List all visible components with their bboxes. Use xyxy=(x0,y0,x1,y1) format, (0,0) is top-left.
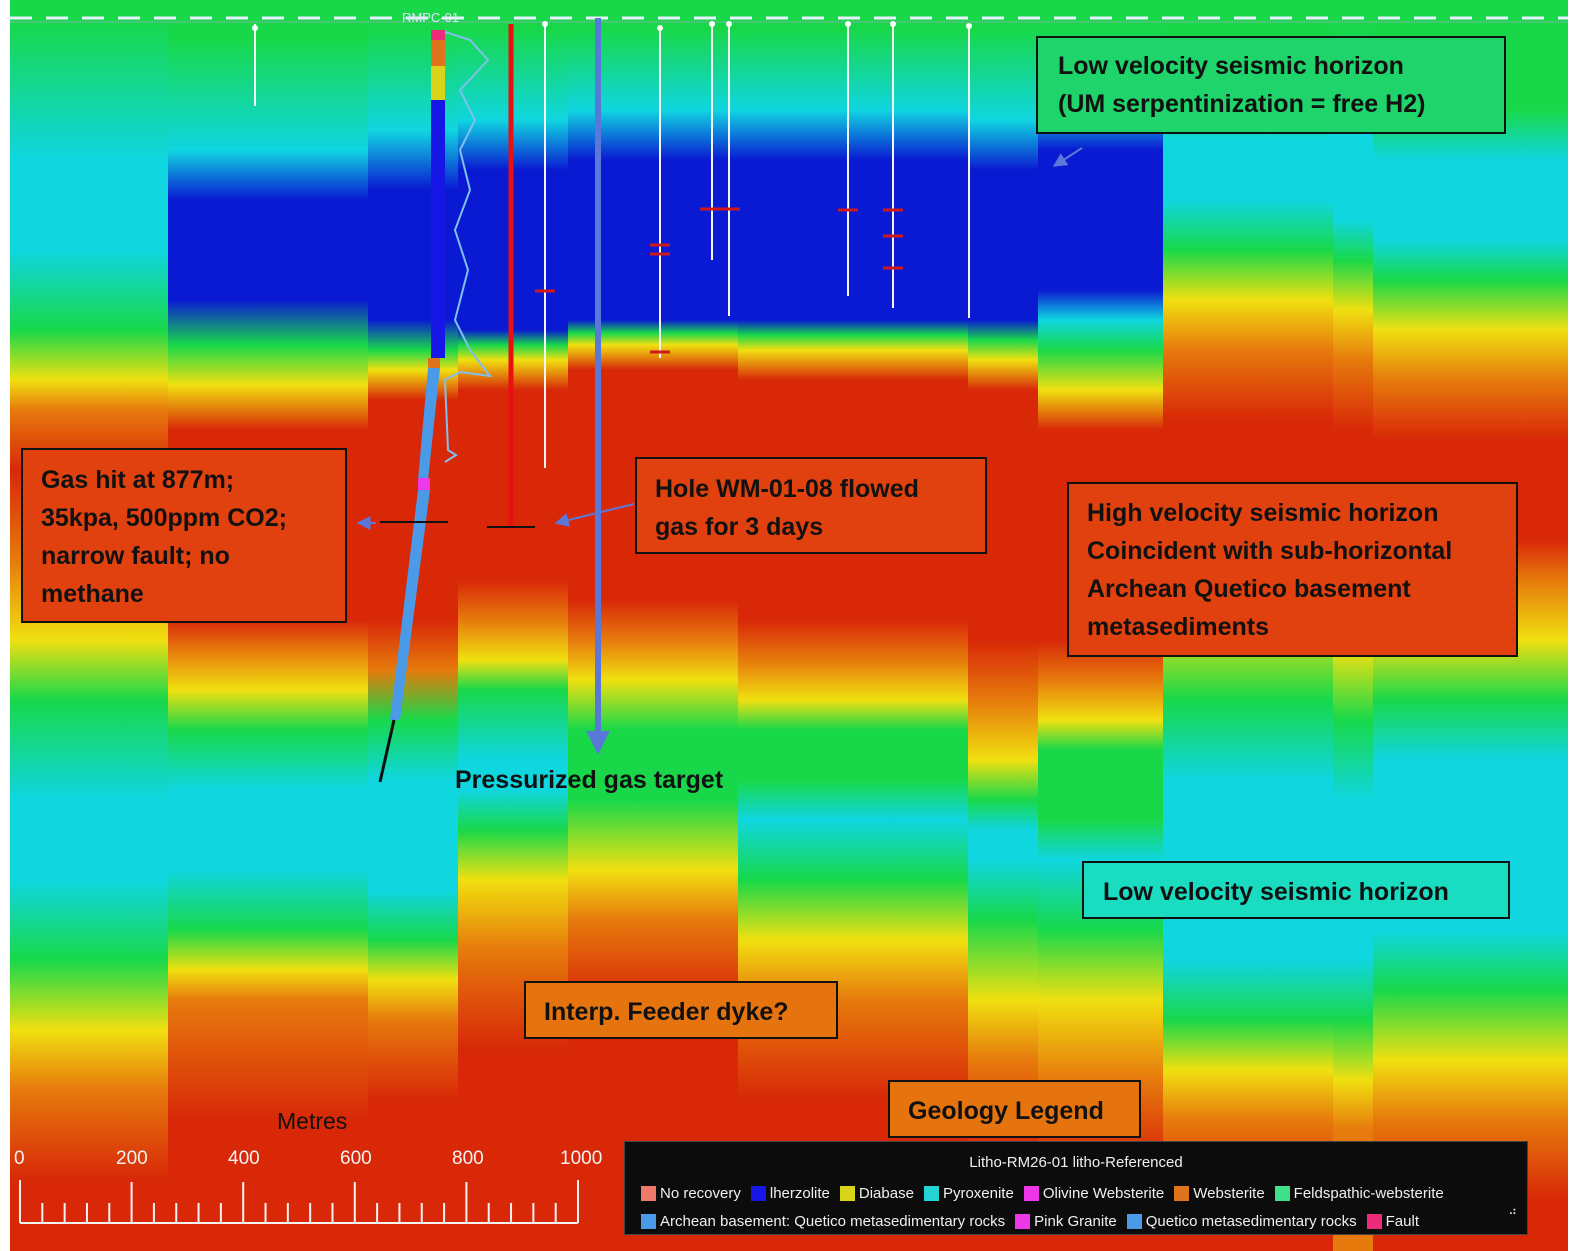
scale-unit: Metres xyxy=(277,1108,348,1134)
legend-label: Websterite xyxy=(1193,1185,1265,1202)
callout-line: metasediments xyxy=(1087,613,1270,641)
callout-low-velocity-bottom: Low velocity seismic horizon xyxy=(1082,861,1510,919)
legend-item: Diabase xyxy=(839,1185,914,1202)
scale-tick-label: 600 xyxy=(340,1148,372,1169)
callout-line: narrow fault; no xyxy=(41,542,230,570)
legend-item: Quetico metasedimentary rocks xyxy=(1126,1213,1357,1230)
callout-geology-legend: Geology Legend xyxy=(888,1080,1141,1138)
callout-line: Low velocity seismic horizon xyxy=(1058,52,1404,80)
assay-ticks xyxy=(535,207,903,354)
scale-tick-label: 800 xyxy=(452,1148,484,1169)
legend-row: Archean basement: Quetico metasedimentar… xyxy=(641,1213,1429,1230)
scale-tick-label: 0 xyxy=(14,1148,25,1169)
callout-line: 35kpa, 500ppm CO2; xyxy=(41,504,287,532)
legend-label: Pyroxenite xyxy=(942,1185,1014,1202)
callout-line: High velocity seismic horizon xyxy=(1087,499,1439,527)
legend-item: No recovery xyxy=(641,1185,741,1202)
legend-label: Quetico metasedimentary rocks xyxy=(1145,1213,1357,1230)
collar-label: RMPC-01 xyxy=(402,10,460,25)
legend-item: lherzolite xyxy=(750,1185,830,1202)
drillhole-traces xyxy=(254,22,970,468)
callout-gas-hit: Gas hit at 877m; 35kpa, 500ppm CO2; narr… xyxy=(21,448,347,623)
callout-line: (UM serpentinization = free H2) xyxy=(1058,90,1426,118)
callout-line: Low velocity seismic horizon xyxy=(1103,878,1449,906)
callout-line: methane xyxy=(41,580,144,608)
legend-item: Feldspathic-websterite xyxy=(1274,1185,1444,1202)
legend-label: Fault xyxy=(1385,1213,1419,1230)
legend-swatch xyxy=(750,1186,766,1201)
legend-title: Litho-RM26-01 litho-Referenced xyxy=(969,1154,1183,1171)
scale-tick-label: 200 xyxy=(116,1148,148,1169)
legend-label: Archean basement: Quetico metasedimentar… xyxy=(660,1213,1006,1230)
legend-swatch xyxy=(1126,1214,1142,1229)
callout-line: Coincident with sub-horizontal xyxy=(1087,537,1453,565)
scale-tick-label: 400 xyxy=(228,1148,260,1169)
legend-item: Pink Granite xyxy=(1015,1213,1117,1230)
callout-line: Archean Quetico basement xyxy=(1087,575,1411,603)
legend-swatch xyxy=(1023,1186,1039,1201)
legend-swatch xyxy=(839,1186,855,1201)
velocity-band xyxy=(968,0,1038,1251)
legend-label: Pink Granite xyxy=(1034,1213,1117,1230)
callout-feeder-dyke: Interp. Feeder dyke? xyxy=(524,981,838,1039)
legend-swatch xyxy=(1015,1214,1031,1229)
legend-label: lherzolite xyxy=(769,1185,830,1202)
callout-line: Hole WM-01-08 flowed xyxy=(655,475,919,503)
legend-swatch xyxy=(1274,1186,1290,1201)
pressurized-gas-target-label: Pressurized gas target xyxy=(455,766,724,794)
velocity-band xyxy=(168,0,368,1251)
callout-line: gas for 3 days xyxy=(655,513,824,541)
callout-hole-flowed: Hole WM-01-08 flowed gas for 3 days xyxy=(635,457,987,554)
callout-line: Geology Legend xyxy=(908,1097,1104,1125)
scale-tick-label: 1000 xyxy=(560,1148,603,1169)
velocity-band xyxy=(10,0,168,1251)
legend-swatch xyxy=(1174,1186,1190,1201)
callout-line: Interp. Feeder dyke? xyxy=(544,998,789,1026)
scale-bar: Metres 0 200 400 600 800 1000 xyxy=(10,1100,610,1240)
legend-label: Feldspathic-websterite xyxy=(1293,1185,1444,1202)
legend-swatch xyxy=(1366,1214,1382,1229)
lithology-legend: Litho-RM26-01 litho-Referenced No recove… xyxy=(624,1141,1528,1235)
legend-item: Olivine Websterite xyxy=(1023,1185,1165,1202)
resize-grip-icon[interactable]: ⠴ xyxy=(1508,1204,1517,1218)
legend-swatch xyxy=(641,1186,656,1201)
callout-line: Gas hit at 877m; xyxy=(41,466,235,494)
legend-label: Diabase xyxy=(858,1185,914,1202)
callout-low-velocity-top: Low velocity seismic horizon (UM serpent… xyxy=(1036,36,1506,134)
legend-item: Fault xyxy=(1366,1213,1419,1230)
legend-label: Olivine Websterite xyxy=(1042,1185,1165,1202)
legend-item: Archean basement: Quetico metasedimentar… xyxy=(641,1213,1005,1230)
callout-high-velocity: High velocity seismic horizon Coincident… xyxy=(1067,482,1518,657)
legend-swatch xyxy=(641,1214,656,1229)
legend-row: No recovery lherzolite Diabase Pyroxenit… xyxy=(641,1185,1454,1202)
legend-swatch xyxy=(923,1186,939,1201)
legend-item: Websterite xyxy=(1174,1185,1265,1202)
legend-item: Pyroxenite xyxy=(923,1185,1014,1202)
legend-label: No recovery xyxy=(660,1185,741,1202)
